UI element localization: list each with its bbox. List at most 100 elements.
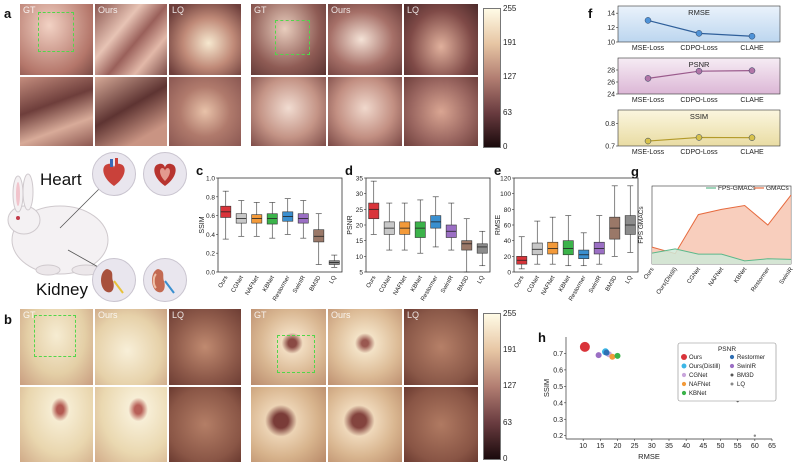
legend-marker	[681, 381, 687, 387]
kidney-icon	[101, 269, 124, 294]
y-tick-label: 0.7	[605, 144, 615, 151]
x-tick-label: BM3D	[605, 274, 619, 292]
legend-label: BM3D	[737, 373, 754, 379]
heart-section-icon	[154, 163, 176, 186]
roi-box	[34, 315, 76, 357]
tile-label-lq: LQ	[407, 310, 420, 320]
colorbar-a-ticks: 255 191 127 63 0	[481, 4, 521, 151]
y-tick-label: 10	[607, 40, 615, 47]
y-tick-label: 60	[504, 223, 512, 230]
tile-label-ours: Ours	[98, 310, 118, 320]
y-tick-label: 100	[500, 191, 511, 198]
image-tile-lq-heart-1: LQ	[169, 4, 241, 75]
x-tick-label: 45	[699, 443, 707, 450]
y-tick-label: 0.2	[206, 251, 215, 258]
x-tick-label: NAFNet	[708, 266, 725, 287]
data-point	[644, 137, 652, 145]
heart-illustration-1	[92, 152, 136, 196]
colorbar-tick: 0	[503, 142, 508, 151]
x-tick-label: 55	[734, 443, 742, 450]
image-tile-lq-heart-1-zoom	[169, 77, 241, 146]
plot-frame	[217, 177, 343, 273]
legend-label: NAFNet	[689, 382, 711, 388]
image-tile-gt-kidney-1: GT	[20, 309, 93, 385]
y-tick-label: 0.5	[553, 384, 563, 391]
image-tile-lq-heart-2-zoom	[404, 77, 478, 146]
image-tile-ours-heart-2-zoom	[328, 77, 402, 146]
legend-marker	[730, 373, 734, 377]
kidney-illustration-1	[92, 258, 136, 302]
y-tick-label: 1.0	[206, 176, 215, 183]
x-tick-label: 25	[631, 443, 639, 450]
x-tick-label: CGNet	[379, 275, 394, 294]
panel-label-c: c	[196, 163, 204, 178]
x-tick-label: Ours	[218, 275, 230, 289]
data-point	[644, 75, 652, 82]
box-KBNet	[414, 221, 426, 238]
y-tick-label: 25	[356, 207, 364, 214]
data-point	[695, 67, 703, 75]
roi-box	[277, 335, 315, 373]
legend-label: LQ	[737, 382, 745, 388]
data-point	[695, 134, 703, 141]
image-tile-gt-heart-2: GT	[251, 4, 326, 75]
y-tick-label: 0.8	[206, 194, 215, 201]
organ-label-heart: Heart	[40, 170, 82, 189]
point-Restormer	[603, 349, 610, 356]
panel-label-h: h	[538, 330, 546, 345]
x-tick-label: CDPO-Loss	[680, 97, 718, 104]
box-LQ	[476, 243, 488, 254]
x-tick-label: CGNet	[231, 275, 246, 294]
image-tile-lq-kidney-1-zoom	[169, 387, 241, 462]
tile-label-lq: LQ	[172, 310, 185, 320]
y-tick-label: 0.8	[605, 121, 615, 128]
y-tick-label: 10	[356, 254, 364, 261]
panel-label-b: b	[4, 312, 12, 327]
y-axis-label: RMSE	[495, 215, 502, 236]
panel-label-d: d	[345, 163, 353, 178]
colorbar-tick: 255	[503, 4, 517, 13]
y-tick-label: 26	[607, 80, 615, 87]
image-tile-ours-heart-1-zoom	[95, 77, 167, 146]
roi-box	[275, 20, 310, 55]
y-tick-label: 0.4	[206, 232, 215, 239]
x-tick-label: SwinIR	[779, 266, 793, 286]
colorbar-b-ticks: 255 191 127 63 0	[481, 309, 521, 463]
tile-label-ours: Ours	[331, 310, 351, 320]
y-tick-label: 0.2	[553, 433, 563, 440]
data-point	[748, 32, 756, 40]
tile-label-gt: GT	[23, 310, 36, 320]
data-point	[644, 17, 652, 24]
y-tick-label: 35	[356, 176, 364, 183]
point-NAFNet	[609, 353, 616, 360]
colorbar-tick: 191	[503, 38, 517, 47]
x-tick-label: LQ	[477, 275, 486, 285]
rabbit-illustration	[7, 173, 109, 276]
colorbar-tick: 0	[503, 454, 508, 463]
y-tick-label: 24	[607, 92, 615, 99]
image-tile-ours-heart-2: Ours	[328, 4, 402, 75]
image-tile-gt-kidney-2-zoom	[251, 387, 326, 462]
y-axis-label: SSIM	[199, 216, 206, 233]
legend-box	[677, 342, 777, 402]
image-tile-gt-kidney-1-zoom	[20, 387, 93, 462]
y-tick-label: 0.7	[553, 351, 563, 358]
image-tile-gt-heart-2-zoom	[251, 77, 326, 146]
y-axis-label: PSNR	[347, 215, 354, 234]
x-tick-label: BM3D	[457, 274, 471, 292]
legend-label: Restormer	[737, 355, 765, 361]
x-tick-label: SwinIR	[292, 274, 307, 294]
box-BM3D	[313, 229, 325, 243]
scatter-chart-ssim-rmse: 0.2 0.3 0.4 0.5 0.6 0.7 10 15 20 25 30 35 40 45 50 55 60…	[542, 337, 777, 461]
legend-marker	[681, 390, 687, 396]
image-tile-gt-kidney-2: GT	[251, 309, 326, 385]
legend-marker	[729, 363, 735, 369]
box-KBNet	[266, 213, 278, 225]
legend-marker	[729, 354, 735, 360]
y-tick-label: 120	[500, 176, 511, 183]
point-KBNet	[614, 352, 621, 359]
x-tick-label: CLAHE	[740, 149, 764, 156]
y-tick-label: 40	[504, 238, 512, 245]
y-tick-label: 12	[607, 25, 615, 32]
